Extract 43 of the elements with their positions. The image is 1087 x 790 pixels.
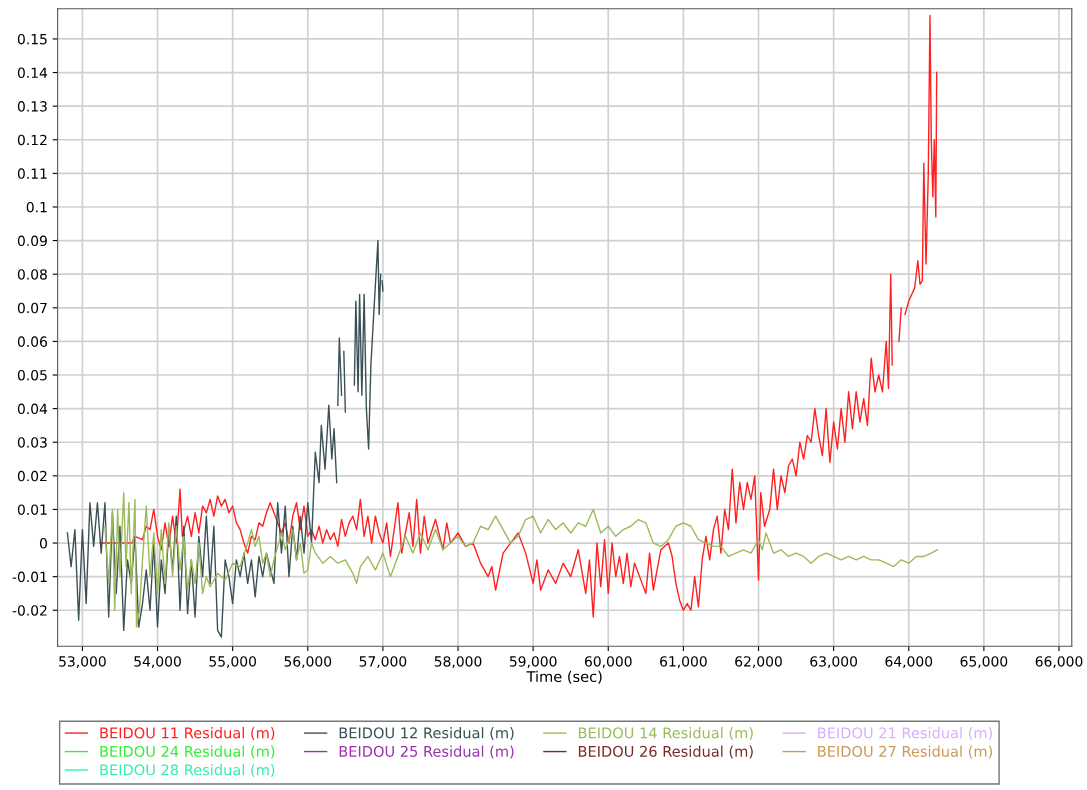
y-tick-label: 0.13 — [17, 101, 47, 112]
x-tick-label: 66,000 — [1035, 656, 1083, 669]
x-tick-label: 55,000 — [209, 656, 257, 669]
legend-label: BEIDOU 28 Residual (m) — [100, 764, 275, 778]
legend-label: BEIDOU 12 Residual (m) — [339, 727, 514, 741]
y-tick-label: 0 — [39, 538, 47, 549]
y-tick-label: 0.1 — [26, 201, 47, 213]
x-tick-label: 56,000 — [284, 656, 332, 669]
y-tick-label: -0.02 — [12, 605, 47, 616]
y-tick-label: 0.01 — [17, 504, 47, 515]
y-tick-label: 0.02 — [17, 470, 47, 482]
y-tick-label: -0.01 — [12, 571, 47, 583]
x-tick-label: 63,000 — [810, 656, 858, 669]
x-tick-label: 62,000 — [735, 656, 782, 669]
y-tick-label: 0.11 — [17, 168, 47, 179]
y-tick-label: 0.15 — [17, 33, 47, 45]
y-tick-label: 0.03 — [17, 437, 47, 448]
legend-label: BEIDOU 25 Residual (m) — [339, 745, 514, 759]
x-tick-label: 61,000 — [660, 656, 707, 669]
y-tick-label: 0.05 — [17, 369, 47, 381]
x-tick-label: 57,000 — [359, 656, 407, 669]
legend-label: BEIDOU 14 Residual (m) — [578, 727, 753, 741]
y-tick-label: 0.09 — [17, 235, 47, 247]
x-axis-title: Time (sec) — [526, 670, 602, 684]
x-tick-label: 64,000 — [885, 656, 933, 669]
y-tick-label: 0.14 — [17, 67, 48, 79]
x-tick-label: 60,000 — [584, 656, 632, 669]
legend-label: BEIDOU 26 Residual (m) — [578, 745, 753, 759]
y-tick-label: 0.06 — [17, 336, 48, 347]
x-tick-label: 59,000 — [509, 656, 557, 669]
x-tick-label: 53,000 — [59, 656, 106, 669]
line-series — [104, 491, 939, 628]
y-tick-label: 0.12 — [17, 134, 47, 146]
legend-label: BEIDOU 24 Residual (m) — [100, 745, 275, 759]
x-tick-label: 58,000 — [434, 656, 482, 669]
x-tick-label: 65,000 — [960, 656, 1008, 669]
y-tick-label: 0.08 — [17, 269, 47, 280]
legend-label: BEIDOU 11 Residual (m) — [100, 727, 275, 741]
legend-label: BEIDOU 21 Residual (m) — [818, 727, 993, 741]
x-tick-label: 54,000 — [134, 656, 181, 669]
y-tick-label: 0.04 — [17, 403, 48, 415]
legend-label: BEIDOU 27 Residual (m) — [818, 745, 993, 759]
y-tick-label: 0.07 — [17, 302, 47, 314]
